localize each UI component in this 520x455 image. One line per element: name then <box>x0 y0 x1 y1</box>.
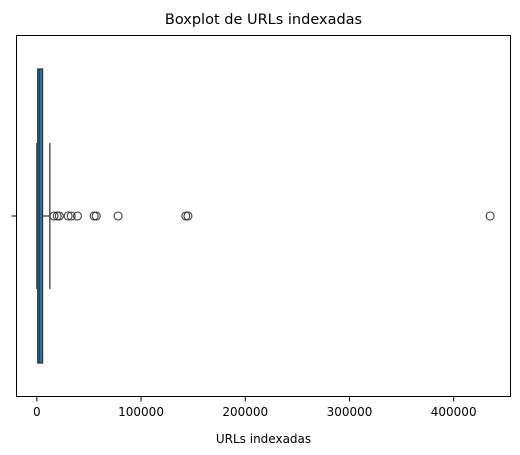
outlier-point-11 <box>485 211 495 221</box>
plot-frame <box>16 35 511 397</box>
x-axis-ticks: 0 100000 200000 300000 400000 <box>33 397 477 419</box>
outlier-point-7 <box>91 211 101 221</box>
x-tick-label-3: 300000 <box>327 405 373 419</box>
outlier-group <box>49 211 495 221</box>
x-tick-label-4: 400000 <box>431 405 477 419</box>
chart-title: Boxplot de URLs indexadas <box>165 12 362 28</box>
outlier-point-2 <box>54 211 64 221</box>
outlier-point-0 <box>49 211 59 221</box>
x-tick-label-1: 100000 <box>118 405 164 419</box>
x-axis-label: URLs indexadas <box>216 432 311 446</box>
outlier-point-8 <box>113 211 123 221</box>
outlier-point-4 <box>66 211 76 221</box>
outlier-point-3 <box>63 211 73 221</box>
x-tick-label-2: 200000 <box>222 405 268 419</box>
iqr-box <box>37 68 44 364</box>
box-group <box>36 68 51 364</box>
outlier-point-10 <box>183 211 193 221</box>
x-tick-label-0: 0 <box>33 405 41 419</box>
outlier-point-5 <box>72 211 83 221</box>
